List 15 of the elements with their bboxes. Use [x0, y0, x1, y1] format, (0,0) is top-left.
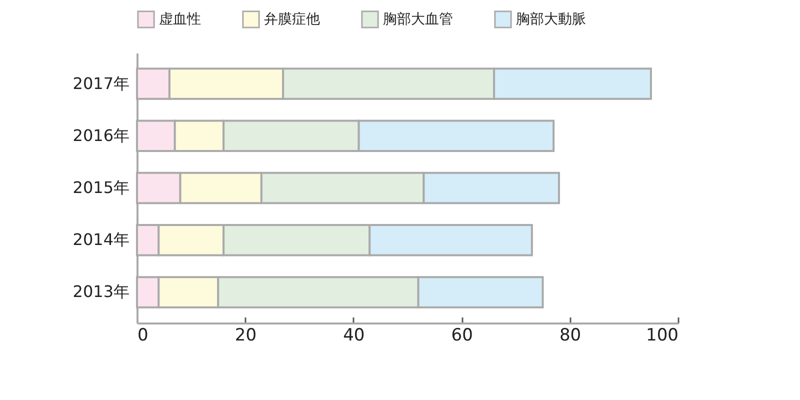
y-tick-label: 2015年 [72, 178, 130, 197]
x-tick-label: 40 [343, 326, 365, 346]
y-tick-label: 2017年 [72, 74, 130, 93]
legend-label: 胸部大血管 [383, 11, 453, 28]
y-tick-label: 2014年 [72, 230, 130, 250]
x-tick-label: 100 [646, 326, 678, 346]
y-tick-label: 2013年 [72, 282, 130, 302]
x-tick-label: 80 [559, 326, 582, 346]
x-tick-label: 60 [451, 326, 473, 346]
y-tick-label: 2016年 [72, 126, 130, 145]
legend-label: 胸部大動脈 [516, 11, 586, 28]
legend-label: 虚血性 [159, 11, 201, 28]
x-tick-label: 20 [234, 326, 257, 346]
legend-label: 弁膜症他 [264, 11, 320, 28]
x-tick-label: 0 [138, 326, 148, 346]
